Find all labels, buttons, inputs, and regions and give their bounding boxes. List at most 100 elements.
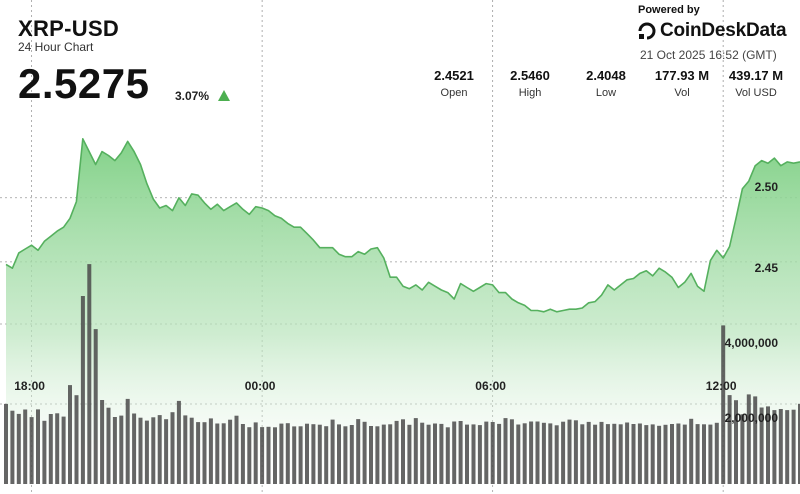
volume-bar	[554, 425, 559, 484]
stat-vol-label: Vol	[674, 87, 690, 99]
volume-bar	[266, 426, 271, 484]
volume-bar	[74, 395, 79, 484]
volume-bar	[798, 403, 800, 484]
stat-vol-usd-value: 439.17 M	[728, 68, 784, 83]
volume-bar	[23, 409, 28, 484]
up-arrow-icon	[218, 90, 230, 101]
stat-low-label: Low	[595, 87, 617, 99]
volume-bar	[753, 396, 758, 484]
volume-bar	[164, 419, 169, 484]
volume-bar	[772, 410, 777, 484]
volume-bar	[580, 424, 585, 484]
volume-bar	[714, 422, 719, 484]
volume-bar	[625, 422, 630, 484]
volume-bar	[746, 394, 751, 484]
volume-bar	[445, 427, 450, 484]
volume-bar	[240, 424, 245, 484]
stat-high-value: 2.5460	[510, 68, 550, 83]
volume-bar	[708, 424, 713, 484]
volume-bar	[465, 424, 469, 484]
volume-bar	[490, 422, 495, 484]
stat-open-label: Open	[440, 87, 468, 99]
volume-bar	[650, 424, 655, 484]
volume-bar	[535, 421, 540, 484]
volume-bar	[605, 424, 610, 484]
volume-tick-label: 2,000,000	[725, 411, 779, 425]
volume-bar	[157, 415, 162, 484]
volume-bar	[311, 424, 316, 484]
volume-bar	[317, 424, 322, 484]
volume-bar	[721, 325, 726, 484]
volume-bar	[663, 424, 668, 484]
change-percent: 3.07%	[175, 89, 210, 103]
volume-bar	[413, 418, 418, 484]
stat-low: 2.4048 Low	[566, 68, 646, 99]
volume-bar	[260, 427, 265, 484]
volume-bar	[561, 421, 566, 484]
x-tick-label: 12:00	[706, 379, 737, 393]
volume-bar	[689, 418, 694, 484]
volume-bar	[702, 424, 706, 484]
volume-bar	[253, 422, 258, 484]
volume-bar	[618, 424, 623, 484]
volume-bar	[151, 417, 156, 484]
volume-bar	[477, 425, 482, 484]
stat-vol-value: 177.93 M	[654, 68, 710, 83]
volume-bar	[324, 426, 329, 484]
timestamp: 21 Oct 2025 16:52 (GMT)	[640, 48, 777, 62]
volume-bar	[452, 421, 457, 484]
volume-bar	[529, 421, 534, 484]
volume-bar	[55, 413, 60, 484]
volume-bar	[484, 421, 489, 484]
volume-bar	[599, 421, 604, 484]
volume-bar	[234, 415, 239, 484]
volume-bar	[247, 427, 252, 484]
stat-low-value: 2.4048	[586, 68, 626, 83]
volume-bar	[29, 417, 34, 484]
x-tick-label: 06:00	[475, 379, 506, 393]
volume-bar	[202, 422, 207, 484]
price-line	[5, 138, 800, 313]
stat-high-label: High	[518, 87, 542, 99]
volume-bar	[676, 423, 681, 484]
volume-bar	[785, 410, 790, 484]
stat-vol-usd-label: Vol USD	[735, 87, 777, 99]
volume-bar	[36, 409, 40, 484]
volume-bar	[125, 398, 130, 484]
volume-bar	[766, 406, 770, 484]
brand-name: CoinDeskData	[660, 20, 787, 41]
price-area-fill	[6, 138, 800, 494]
volume-bar	[670, 424, 674, 484]
stat-open-value: 2.4521	[434, 68, 474, 83]
volume-bar	[420, 422, 425, 484]
volume-bar	[228, 419, 233, 484]
volume-bar	[567, 419, 572, 484]
stat-open: 2.4521 Open	[414, 68, 494, 99]
volume-bar	[48, 414, 53, 484]
volume-bar	[273, 427, 277, 484]
volume-bar	[144, 420, 149, 484]
stat-vol-usd: 439.17 M Vol USD	[716, 68, 796, 99]
volume-bar	[80, 296, 85, 484]
volume-bar	[4, 403, 8, 484]
volume-bar	[388, 424, 393, 484]
volume-bar	[401, 419, 405, 484]
volume-bar	[349, 425, 354, 484]
volume-bar	[170, 412, 175, 484]
volume-bar	[106, 407, 111, 484]
chart-subtitle: 24 Hour Chart	[18, 40, 94, 54]
volume-bar	[369, 426, 373, 484]
x-tick-label: 18:00	[14, 379, 45, 393]
volume-bar	[375, 426, 380, 484]
volume-bar	[644, 425, 649, 484]
volume-bar	[196, 422, 201, 484]
volume-bar	[637, 423, 642, 484]
volume-bar	[87, 264, 92, 484]
volume-bar	[119, 415, 124, 484]
powered-by-label: Powered by	[638, 4, 700, 16]
volume-bar	[337, 424, 341, 484]
axis-labels: 18:00 00:00 06:00 12:00 2.50 2.45 4,000,000 2,0…	[14, 180, 778, 425]
volume-bar	[10, 410, 15, 484]
volume-bar	[593, 424, 598, 484]
